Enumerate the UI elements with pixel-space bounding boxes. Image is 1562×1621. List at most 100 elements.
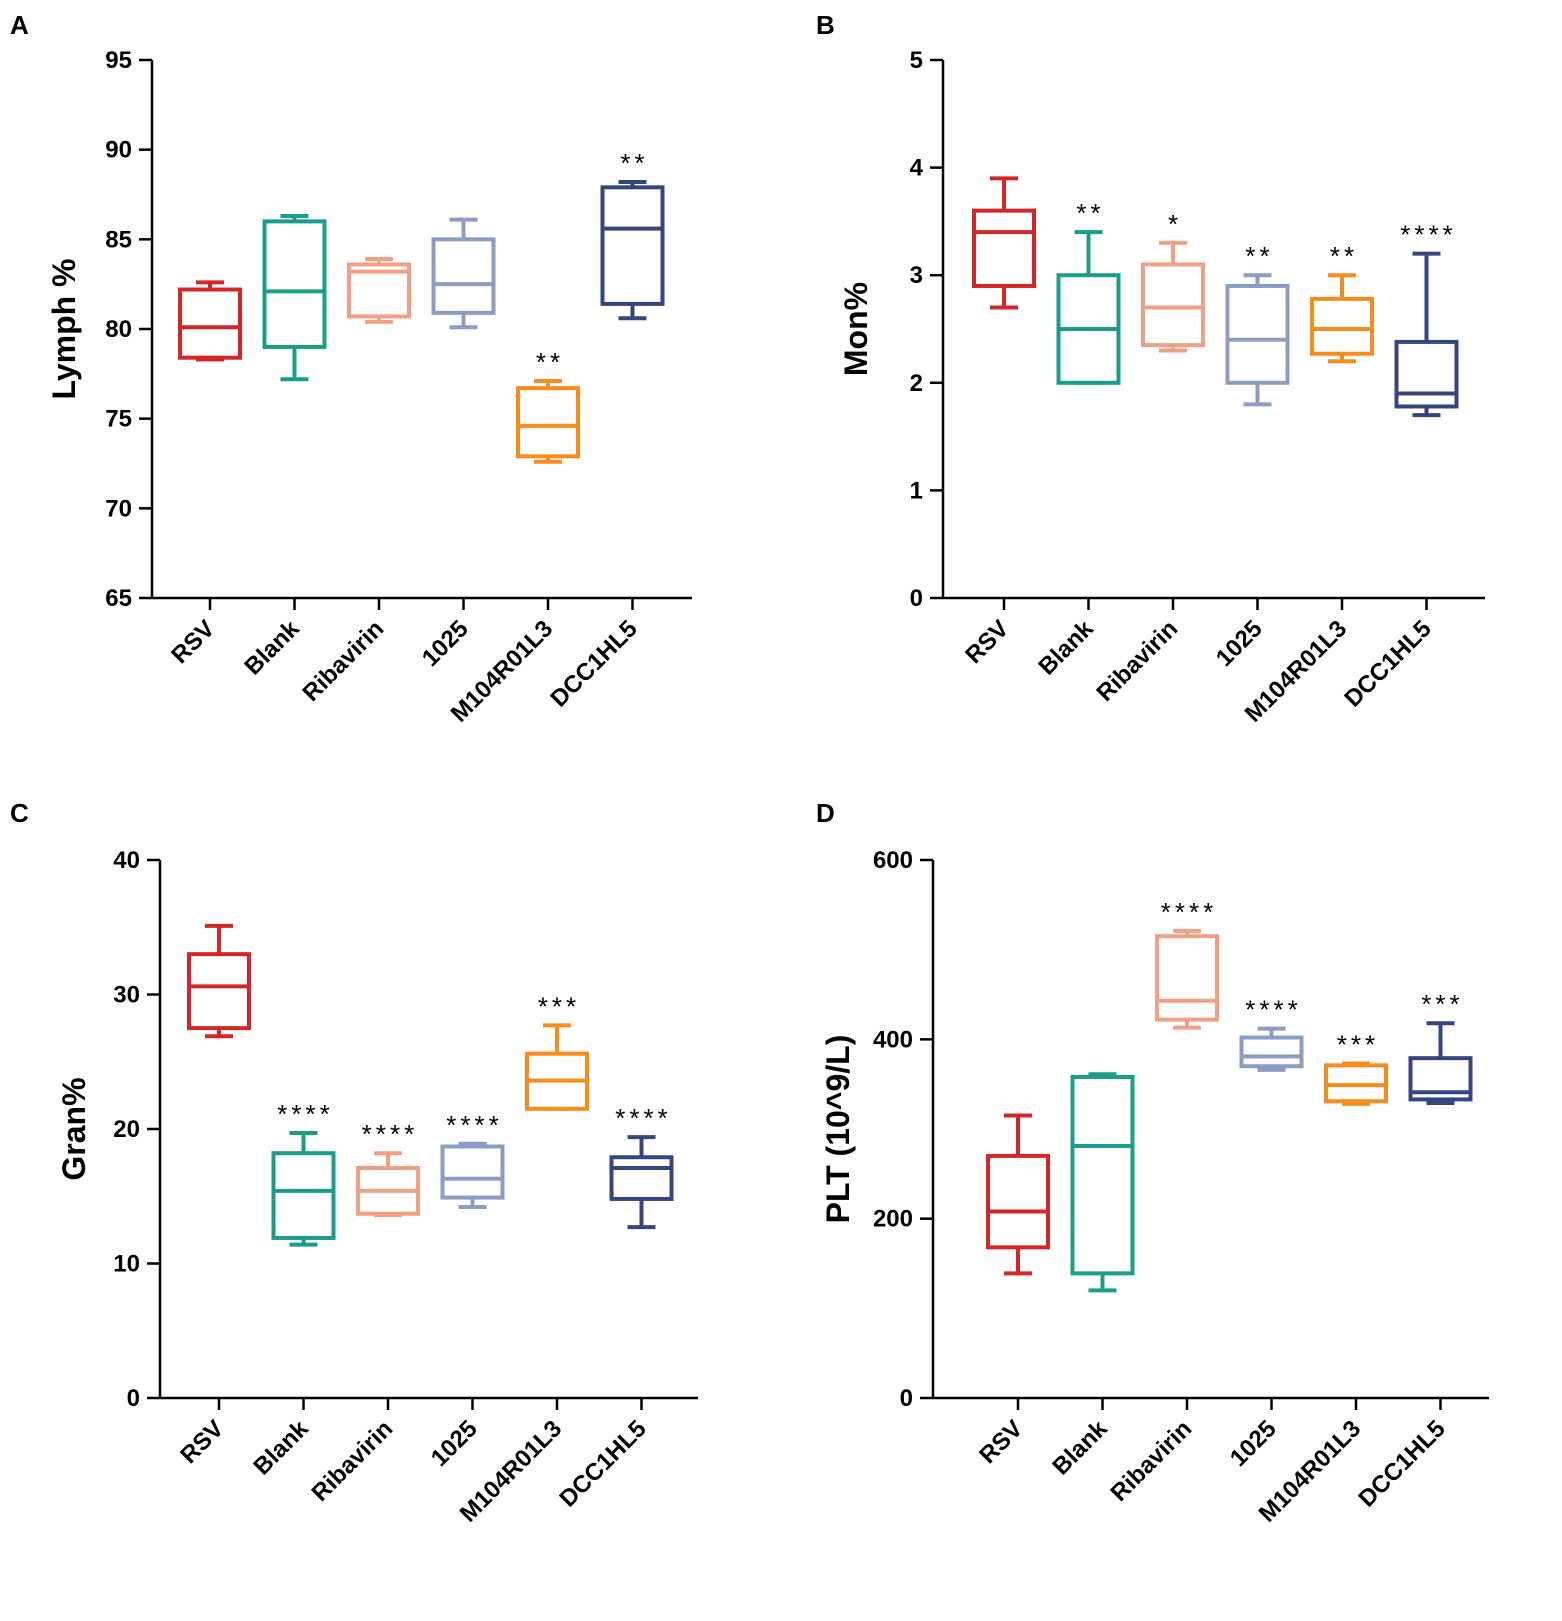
y-tick-label: 90 [105, 137, 132, 164]
significance-label: **** [1400, 220, 1456, 250]
box-blank: ** [1056, 198, 1121, 385]
panel-d: D 0 200 400 600 PLT (10^9/L) RSV Blank **** Ribav… [781, 800, 1562, 1610]
box-iqr [1394, 339, 1459, 409]
x-tick-label: DCC1HL5 [1339, 615, 1436, 712]
box-iqr [986, 1153, 1050, 1250]
box-ribavirin: **** [1155, 897, 1219, 1030]
box-rsv [187, 923, 251, 1039]
box-1025: ** [1225, 241, 1290, 407]
panel-letter: B [816, 10, 835, 40]
x-tick-label: 1025 [417, 615, 474, 672]
y-tick-label: 85 [105, 226, 132, 253]
box-blank [262, 214, 327, 382]
panel-letter: C [10, 800, 29, 828]
y-tick-label: 65 [105, 585, 132, 612]
y-tick-label: 0 [900, 1385, 913, 1412]
y-tick-label: 1 [910, 477, 923, 504]
x-tick-label: RSV [166, 615, 220, 669]
x-tick-label: Blank [1033, 615, 1099, 681]
x-tick-label: RSV [960, 615, 1014, 669]
significance-label: ** [620, 148, 648, 178]
box-dcc1hl5: **** [1394, 220, 1459, 418]
x-tick-label: RSV [974, 1415, 1028, 1469]
y-axis-label: PLT (10^9/L) [820, 1035, 856, 1224]
x-tick-label: DCC1HL5 [554, 1415, 651, 1512]
box-iqr [1070, 1074, 1135, 1276]
y-tick-label: 2 [910, 370, 923, 397]
y-tick-label: 200 [873, 1206, 913, 1233]
chart-d: D 0 200 400 600 PLT (10^9/L) RSV Blank **** Ribav… [816, 800, 1489, 1528]
significance-label: **** [1161, 897, 1217, 927]
panel-letter: A [10, 10, 29, 40]
box-blank: **** [271, 1099, 336, 1247]
x-tick-label: DCC1HL5 [545, 615, 642, 712]
significance-label: **** [446, 1110, 502, 1140]
box-rsv [178, 280, 242, 362]
panel-b: B 0 1 2 3 4 5 Mon% RSV ** Blank * Ribavirin ** 1025 ** M… [781, 0, 1562, 810]
box-rsv [986, 1113, 1050, 1276]
box-1025: **** [1239, 995, 1304, 1072]
y-tick-label: 95 [105, 47, 132, 74]
box-iqr [516, 386, 580, 459]
chart-b: B012345Mon%RSV**Blank*Ribavirin**1025**M… [816, 10, 1485, 728]
box-iqr [271, 1151, 336, 1240]
y-axis-label: Lymph % [46, 258, 82, 399]
y-tick-label: 400 [873, 1026, 913, 1053]
box-m104r01l3: ** [1310, 241, 1374, 364]
box-iqr [600, 185, 665, 306]
y-tick-label: 70 [105, 495, 132, 522]
y-tick-label: 40 [113, 847, 140, 874]
box-m104r01l3: ** [516, 347, 580, 464]
x-tick-label: Ribavirin [1092, 615, 1184, 707]
x-tick-label: 1025 [426, 1415, 483, 1472]
y-tick-label: 10 [113, 1251, 140, 1278]
y-tick-label: 600 [873, 847, 913, 874]
x-tick-label: Ribavirin [307, 1415, 399, 1507]
box-dcc1hl5: ** [600, 148, 665, 321]
significance-label: ** [1245, 241, 1273, 271]
box-m104r01l3: *** [1324, 1030, 1388, 1106]
box-iqr [1155, 934, 1219, 1022]
significance-label: *** [1337, 1030, 1379, 1060]
box-1025: **** [440, 1110, 505, 1210]
significance-label: * [1168, 209, 1182, 239]
y-tick-label: 5 [910, 47, 923, 74]
box-m104r01l3: *** [525, 991, 589, 1111]
box-iqr [178, 287, 242, 360]
box-ribavirin: * [1141, 209, 1205, 353]
y-tick-label: 80 [105, 316, 132, 343]
y-tick-label: 0 [127, 1385, 140, 1412]
panel-a: A 65 70 75 80 85 90 95 Lymph % RSV Blank Ribavirin 1… [0, 0, 781, 810]
significance-label: **** [1245, 995, 1301, 1025]
panel-letter: D [816, 800, 835, 828]
box-dcc1hl5: **** [609, 1103, 674, 1230]
y-tick-label: 0 [910, 585, 923, 612]
box-ribavirin [347, 257, 411, 324]
x-tick-label: Ribavirin [298, 615, 390, 707]
box-iqr [1141, 262, 1205, 348]
chart-c: C 0 10 20 30 40 Gran% RSV **** Blank **** Ribavirin… [10, 800, 698, 1528]
box-iqr [1310, 296, 1374, 356]
box-iqr [1239, 1035, 1304, 1069]
significance-label: *** [1421, 989, 1463, 1019]
x-tick-label: Blank [1047, 1415, 1113, 1481]
y-tick-label: 3 [910, 262, 923, 289]
significance-label: **** [615, 1103, 671, 1133]
box-iqr [431, 237, 496, 315]
x-tick-label: 1025 [1225, 1415, 1282, 1472]
box-rsv [972, 176, 1036, 310]
x-tick-label: Blank [239, 615, 305, 681]
y-tick-label: 30 [113, 982, 140, 1009]
box-blank [1070, 1072, 1135, 1293]
y-tick-label: 4 [910, 155, 924, 182]
box-iqr [972, 208, 1036, 288]
significance-label: ** [1330, 241, 1358, 271]
box-dcc1hl5: *** [1408, 989, 1473, 1105]
box-iqr [440, 1144, 505, 1200]
y-axis-label: Gran% [56, 1077, 92, 1180]
box-iqr [187, 952, 251, 1031]
box-ribavirin: **** [356, 1119, 420, 1218]
box-iqr [262, 219, 327, 349]
significance-label: ** [1076, 198, 1104, 228]
